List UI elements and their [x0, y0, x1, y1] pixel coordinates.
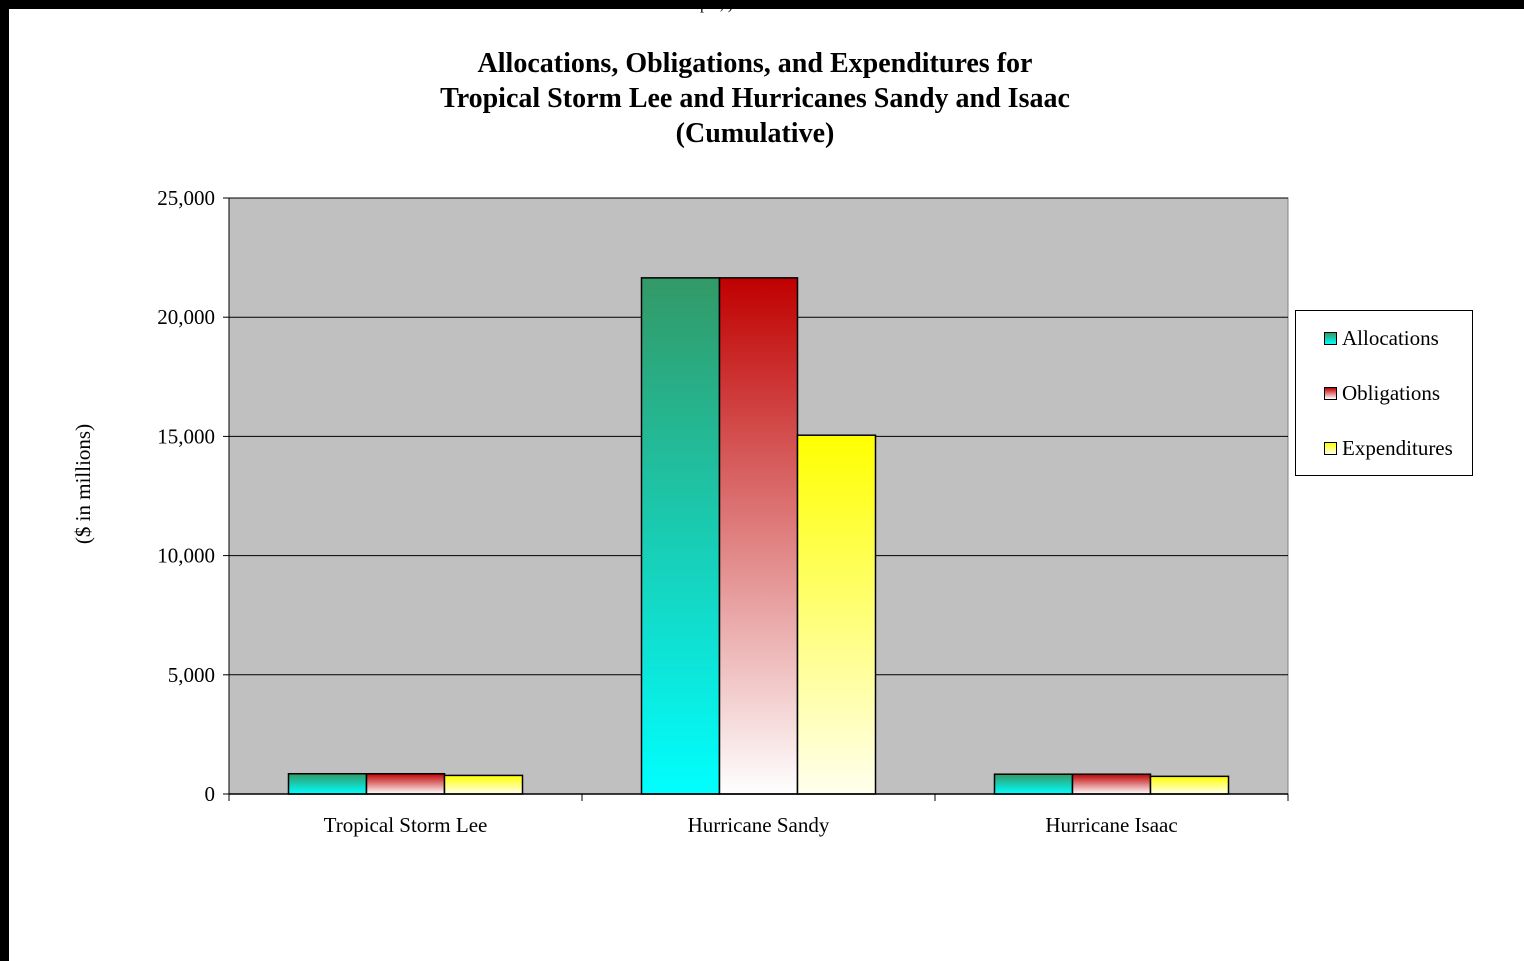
legend-item-expenditures: Expenditures — [1324, 435, 1453, 461]
bar-expenditures-1 — [796, 434, 877, 795]
legend-label: Expenditures — [1342, 435, 1453, 460]
x-tick-labels: Tropical Storm Lee Hurricane Sandy Hurrica… — [324, 813, 1178, 837]
chart-title-line-3: (Cumulative) — [675, 118, 835, 149]
legend-item-obligations: Obligations — [1324, 380, 1440, 406]
legend: Allocations Obligations Expenditures — [1295, 310, 1473, 476]
y-tick-label: 20,000 — [157, 305, 215, 329]
x-tick-label: Hurricane Isaac — [1045, 813, 1177, 837]
x-tick-label: Hurricane Sandy — [688, 813, 830, 837]
bar-allocations-1 — [640, 277, 721, 795]
bar-allocations-2 — [993, 773, 1074, 795]
legend-item-allocations: Allocations — [1324, 325, 1439, 351]
top-text-fragment: per, ) — [700, 0, 734, 13]
bar-obligations-2 — [1071, 773, 1152, 795]
bar-expenditures-0 — [443, 774, 524, 795]
y-ticks — [223, 197, 229, 795]
legend-swatch-obligations — [1324, 386, 1337, 400]
chart-title-line-1: Allocations, Obligations, and Expenditur… — [477, 48, 1033, 79]
bar-expenditures-2 — [1149, 775, 1230, 795]
chart-title-line-2: Tropical Storm Lee and Hurricanes Sandy … — [440, 83, 1070, 114]
x-tick-label: Tropical Storm Lee — [324, 813, 488, 837]
y-tick-label: 15,000 — [157, 424, 215, 448]
y-tick-labels: 0 5,000 10,000 15,000 20,000 25,000 — [157, 186, 215, 806]
y-tick-label: 5,000 — [168, 663, 215, 687]
bar-obligations-0 — [365, 772, 446, 795]
legend-label: Obligations — [1342, 380, 1440, 405]
bar-allocations-0 — [287, 772, 368, 795]
y-tick-label: 25,000 — [157, 186, 215, 210]
bars — [287, 277, 1230, 795]
legend-swatch-expenditures — [1324, 441, 1337, 455]
legend-label: Allocations — [1342, 325, 1439, 350]
legend-swatch-allocations — [1324, 331, 1337, 345]
y-axis-label: ($ in millions) — [71, 424, 95, 544]
bar-obligations-1 — [718, 277, 799, 795]
y-tick-label: 10,000 — [157, 544, 215, 568]
x-ticks — [228, 794, 1289, 801]
chart-title: Allocations, Obligations, and Expenditur… — [255, 46, 1255, 151]
y-tick-label: 0 — [205, 782, 216, 806]
